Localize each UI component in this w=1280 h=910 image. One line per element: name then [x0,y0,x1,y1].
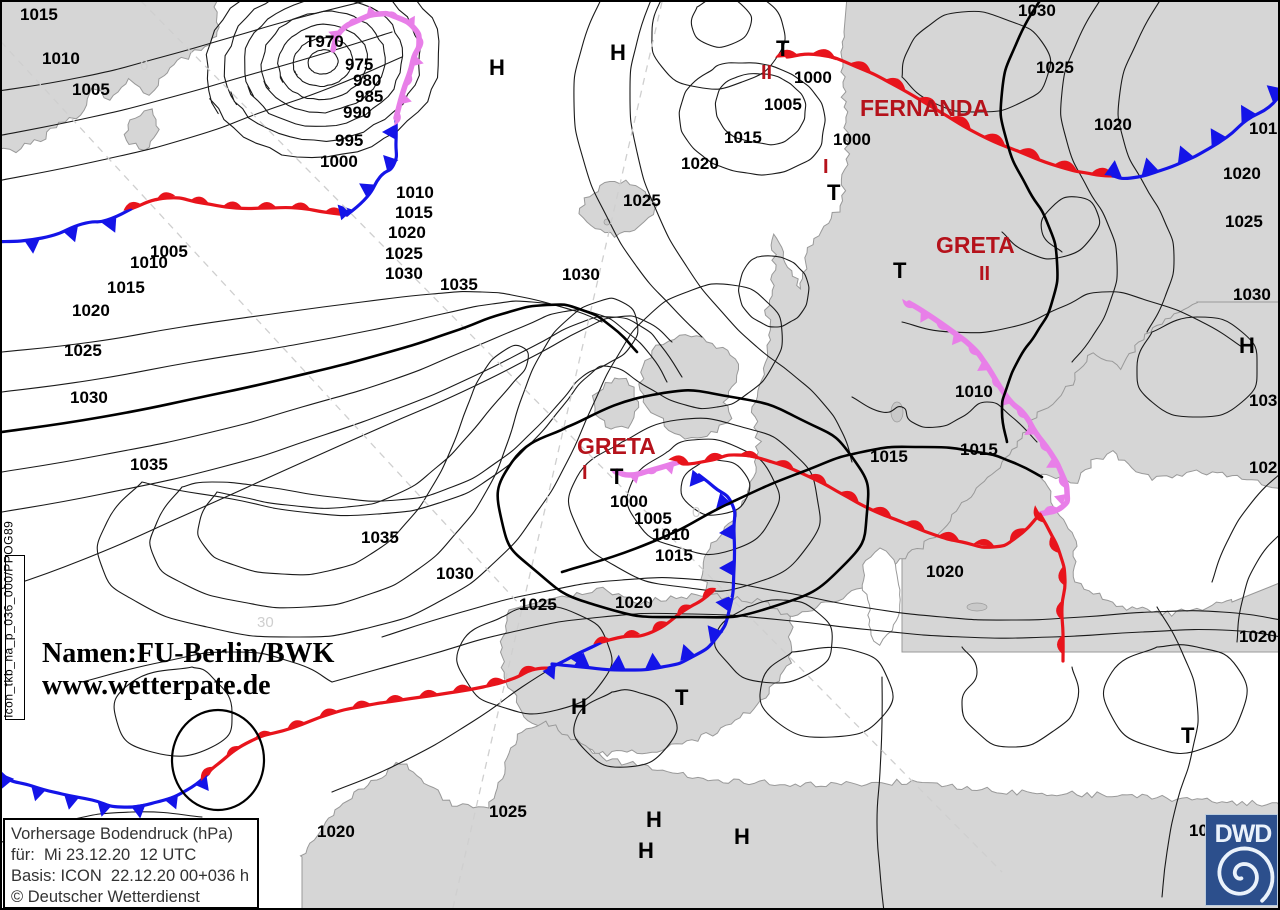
svg-text:990: 990 [343,103,371,122]
svg-text:1005: 1005 [764,95,802,114]
svg-text:1010: 1010 [396,183,434,202]
svg-text:I: I [823,156,829,178]
svg-text:1000: 1000 [833,130,871,149]
svg-text:I: I [582,462,588,484]
svg-text:1025: 1025 [1225,212,1263,231]
svg-text:1005: 1005 [72,80,110,99]
svg-text:1025: 1025 [64,341,102,360]
svg-text:T: T [827,180,841,205]
svg-text:GRETA: GRETA [577,433,656,459]
svg-text:1015: 1015 [724,128,762,147]
svg-text:1000: 1000 [794,68,832,87]
svg-text:T: T [893,258,907,283]
svg-text:H: H [571,694,587,719]
svg-text:T: T [610,464,624,489]
svg-text:1030: 1030 [70,388,108,407]
svg-text:1030: 1030 [385,264,423,283]
svg-text:II: II [761,62,772,84]
svg-text:1015: 1015 [395,203,433,222]
svg-text:GRETA: GRETA [936,232,1015,258]
svg-text:6: 6 [140,57,148,74]
svg-text:FERNANDA: FERNANDA [860,95,989,121]
svg-text:1025: 1025 [1249,458,1280,477]
svg-text:DWD: DWD [1215,820,1272,848]
svg-text:T: T [1181,723,1195,748]
svg-text:H: H [638,838,654,863]
svg-text:1025: 1025 [623,191,661,210]
svg-text:II: II [979,263,990,285]
svg-text:1035: 1035 [361,528,399,547]
svg-text:H: H [1239,333,1255,358]
svg-text:1010: 1010 [42,49,80,68]
svg-text:T970: T970 [305,32,344,51]
svg-text:1025: 1025 [519,595,557,614]
svg-text:1020: 1020 [1239,627,1277,646]
svg-text:1035: 1035 [130,455,168,474]
svg-text:T: T [675,685,689,710]
svg-text:1020: 1020 [72,301,110,320]
svg-text:1025: 1025 [489,802,527,821]
svg-text:1035: 1035 [440,275,478,294]
svg-text:H: H [610,40,626,65]
svg-text:H: H [489,55,505,80]
svg-text:1010: 1010 [130,253,168,272]
svg-text:1020: 1020 [681,154,719,173]
svg-text:1020: 1020 [1094,115,1132,134]
svg-text:T: T [776,36,790,61]
svg-text:995: 995 [335,131,363,150]
svg-text:1020: 1020 [1223,164,1261,183]
svg-text:30: 30 [257,614,274,631]
svg-text:1000: 1000 [320,152,358,171]
svg-text:1020: 1020 [388,223,426,242]
svg-text:1020: 1020 [317,822,355,841]
svg-text:1030: 1030 [436,564,474,583]
svg-text:1020: 1020 [615,593,653,612]
svg-text:1030: 1030 [1249,391,1280,410]
svg-text:1025: 1025 [1036,58,1074,77]
svg-text:1015: 1015 [107,278,145,297]
svg-text:1015: 1015 [1249,119,1280,138]
svg-text:H: H [646,807,662,832]
svg-text:1030: 1030 [1233,285,1271,304]
svg-text:H: H [734,824,750,849]
svg-text:1030: 1030 [562,265,600,284]
svg-text:1010: 1010 [955,382,993,401]
svg-text:1020: 1020 [926,562,964,581]
svg-text:1015: 1015 [20,5,58,24]
svg-text:1015: 1015 [655,546,693,565]
svg-text:1025: 1025 [385,244,423,263]
